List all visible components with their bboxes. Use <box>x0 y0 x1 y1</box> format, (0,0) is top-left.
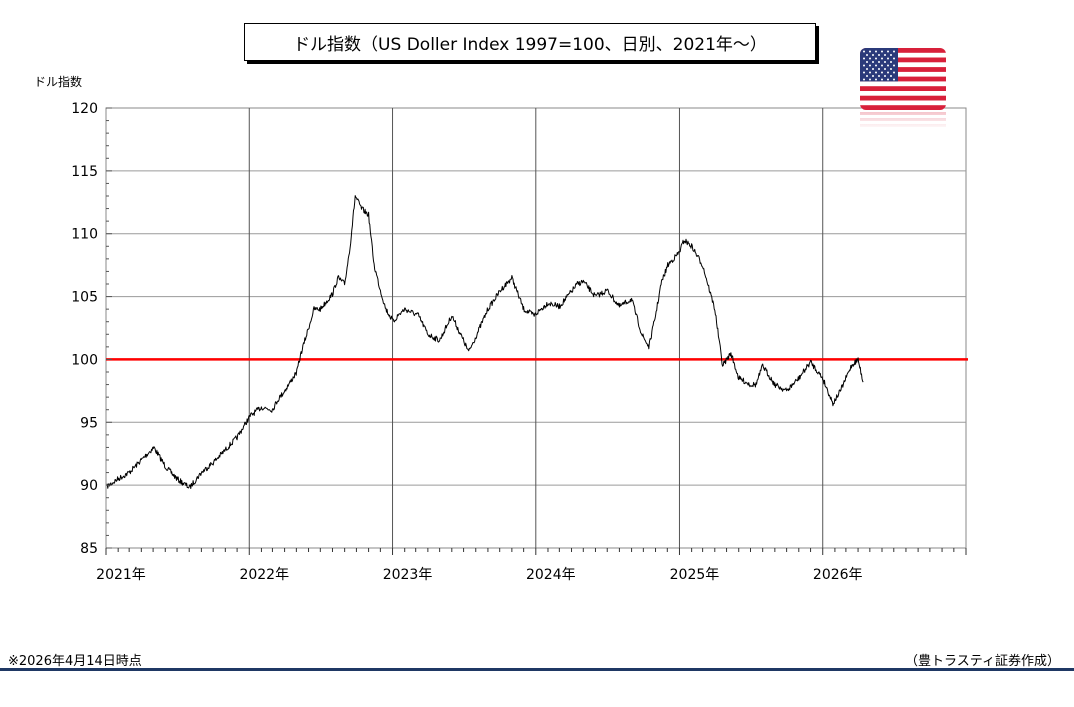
grid-lines <box>106 108 966 548</box>
credit: （豊トラスティ証券作成） <box>905 654 1060 669</box>
y-tick-label: 110 <box>71 227 98 243</box>
dollar-index-line <box>106 195 864 489</box>
axis-layer: 120 115 110 105 100 95 90 85 2021年 2022年 2023年 2024… <box>71 101 967 583</box>
y-axis-label: ドル指数 <box>34 75 83 89</box>
y-tick-label: 115 <box>71 164 98 180</box>
y-tick-label: 85 <box>80 541 98 557</box>
y-tick-label: 120 <box>71 101 98 117</box>
footnote: ※2026年4月14日時点 <box>8 654 142 669</box>
chart-title: ドル指数（US Doller Index 1997=100、日別、2021年～） <box>244 23 816 61</box>
x-tick-label: 2022年 <box>239 567 289 583</box>
bottom-rule <box>0 668 1074 671</box>
x-tick-label: 2024年 <box>526 567 576 583</box>
x-tick-label: 2021年 <box>96 567 146 583</box>
y-tick-label: 95 <box>80 415 98 431</box>
x-tick-label: 2025年 <box>670 567 720 583</box>
y-tick-label: 90 <box>80 478 98 494</box>
x-tick-label: 2023年 <box>383 567 433 583</box>
y-tick-label: 100 <box>71 352 98 368</box>
y-tick-label: 105 <box>71 290 98 306</box>
us-flag-icon <box>860 48 948 134</box>
series-layer <box>106 195 864 489</box>
x-tick-label: 2026年 <box>813 567 863 583</box>
